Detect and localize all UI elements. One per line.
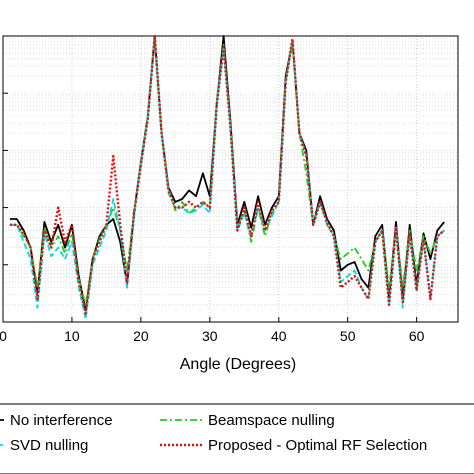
- x-tick-label: 60: [409, 328, 425, 344]
- legend-label: Beamspace nulling: [208, 412, 335, 429]
- series-lines: [9, 34, 445, 321]
- legend: No interference Beamspace nulling SVD null…: [0, 403, 474, 474]
- legend-label: No interference: [10, 412, 113, 429]
- x-tick-label: 30: [202, 328, 218, 344]
- x-axis-ticks: 0 10 20 30 40 50 60: [0, 317, 425, 344]
- legend-label: SVD nulling: [10, 437, 88, 454]
- series-line: [9, 34, 445, 315]
- plot-frame: [2, 35, 459, 323]
- x-tick-label: 40: [271, 328, 287, 344]
- x-axis-title: Angle (Degrees): [180, 356, 297, 373]
- legend-box: [0, 403, 474, 474]
- x-tick-label: 10: [64, 328, 80, 344]
- x-tick-label: 50: [340, 328, 356, 344]
- x-tick-label: 0: [0, 328, 7, 344]
- x-tick-label: 20: [133, 328, 149, 344]
- legend-label: Proposed - Optimal RF Selection: [208, 437, 427, 454]
